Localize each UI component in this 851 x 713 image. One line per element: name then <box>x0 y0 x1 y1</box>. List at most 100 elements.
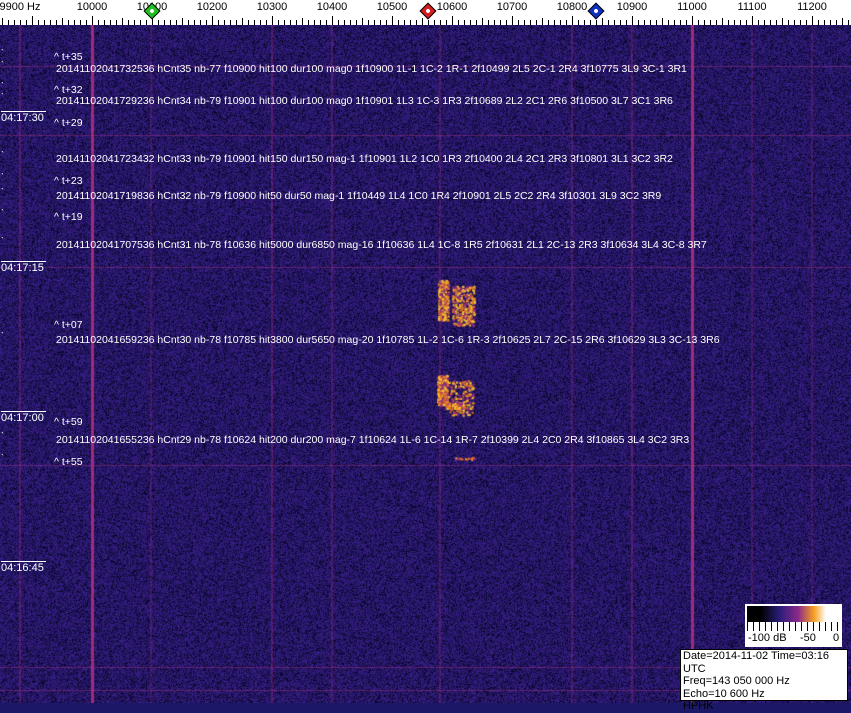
axis-tick <box>68 20 69 25</box>
axis-tick <box>266 20 267 25</box>
axis-tick <box>452 16 453 25</box>
color-gradient <box>747 606 840 622</box>
axis-tick <box>98 20 99 25</box>
axis-tick <box>164 20 165 25</box>
axis-tick <box>20 20 21 25</box>
axis-tick <box>380 20 381 25</box>
axis-tick <box>62 18 63 25</box>
axis-tick <box>422 18 423 25</box>
row-marker: ` <box>1 172 4 182</box>
axis-tick <box>218 20 219 25</box>
time-delta-label: ^ t+19 <box>54 211 83 223</box>
time-delta-label: ^ t+59 <box>54 416 83 428</box>
axis-tick <box>254 20 255 25</box>
axis-tick <box>170 20 171 25</box>
axis-tick <box>752 16 753 25</box>
axis-tick <box>698 20 699 25</box>
axis-tick <box>734 20 735 25</box>
axis-tick <box>434 20 435 25</box>
axis-tick <box>194 20 195 25</box>
axis-tick <box>674 20 675 25</box>
red-marker-icon[interactable] <box>419 2 437 20</box>
time-label: 04:16:45 <box>1 561 46 575</box>
event-log-line: 20141102041723432 hCnt33 nb-79 f10901 hi… <box>56 153 673 165</box>
axis-tick <box>608 20 609 25</box>
scale-label-min: -100 dB <box>748 632 787 644</box>
axis-tick <box>830 20 831 25</box>
row-marker: ` <box>1 453 4 463</box>
axis-tick <box>626 20 627 25</box>
axis-tick <box>398 20 399 25</box>
axis-tick <box>308 20 309 25</box>
axis-tick <box>350 20 351 25</box>
axis-tick <box>464 20 465 25</box>
axis-tick <box>764 20 765 25</box>
axis-tick <box>86 20 87 25</box>
axis-tick <box>248 20 249 25</box>
blue-marker-icon[interactable] <box>587 2 605 20</box>
axis-tick <box>176 20 177 25</box>
axis-tick <box>56 20 57 25</box>
axis-tick <box>470 20 471 25</box>
axis-tick <box>842 18 843 25</box>
row-marker: ` <box>1 331 4 341</box>
row-marker: ` <box>1 236 4 246</box>
axis-tick <box>50 20 51 25</box>
event-log-line: 20141102041655236 hCnt29 nb-78 f10624 hi… <box>56 434 690 446</box>
axis-tick <box>554 20 555 25</box>
frequency-axis: 9900 Hz100001010010200103001040010500106… <box>0 0 851 25</box>
axis-tick <box>656 20 657 25</box>
axis-tick <box>92 16 93 25</box>
waterfall-spectrogram[interactable] <box>0 25 851 703</box>
axis-tick <box>326 20 327 25</box>
axis-tick <box>416 20 417 25</box>
axis-tick <box>482 18 483 25</box>
axis-tick <box>710 20 711 25</box>
date-time-text: Date=2014-11-02 Time=03:16 UTC <box>683 650 829 675</box>
time-label: 04:17:15 <box>1 261 46 275</box>
axis-tick <box>782 18 783 25</box>
time-delta-label: ^ t+29 <box>54 117 83 129</box>
axis-tick <box>728 20 729 25</box>
axis-tick <box>362 18 363 25</box>
axis-tick <box>14 20 15 25</box>
axis-tick <box>722 18 723 25</box>
axis-tick <box>602 18 603 25</box>
axis-label: 10600 <box>436 1 468 13</box>
axis-tick <box>368 20 369 25</box>
axis-tick <box>800 20 801 25</box>
axis-tick <box>260 20 261 25</box>
axis-tick <box>122 18 123 25</box>
axis-tick <box>788 20 789 25</box>
axis-tick <box>26 20 27 25</box>
axis-tick <box>74 20 75 25</box>
axis-tick <box>812 16 813 25</box>
axis-tick <box>566 20 567 25</box>
axis-tick <box>272 16 273 25</box>
axis-tick <box>110 20 111 25</box>
axis-tick <box>476 20 477 25</box>
axis-tick <box>278 20 279 25</box>
axis-tick <box>536 20 537 25</box>
axis-tick <box>494 20 495 25</box>
axis-tick <box>404 20 405 25</box>
axis-label: 11200 <box>797 1 827 13</box>
axis-tick <box>182 18 183 25</box>
row-marker: ` <box>1 187 4 197</box>
axis-label: 10500 <box>376 1 408 13</box>
axis-tick <box>410 20 411 25</box>
axis-tick <box>518 20 519 25</box>
axis-label: 10300 <box>256 1 288 13</box>
time-delta-label: ^ t+23 <box>54 175 83 187</box>
row-marker: ` <box>1 81 4 91</box>
axis-label: 9900 Hz <box>0 1 41 13</box>
axis-tick <box>128 20 129 25</box>
axis-tick <box>548 20 549 25</box>
time-delta-label: ^ t+32 <box>54 84 83 96</box>
event-log-line: 20141102041729236 hCnt34 nb-79 f10901 hi… <box>56 95 673 107</box>
axis-tick <box>302 18 303 25</box>
axis-tick <box>758 20 759 25</box>
axis-label: 10400 <box>316 1 348 13</box>
axis-tick <box>386 20 387 25</box>
axis-tick <box>506 20 507 25</box>
